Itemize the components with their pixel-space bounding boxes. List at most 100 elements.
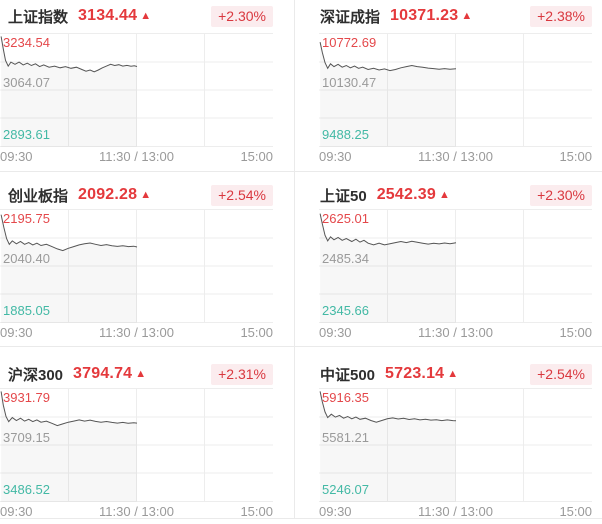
sparkline [319,213,457,323]
sparkline [0,36,138,147]
y-label-prev-close: 3064.07 [3,75,50,90]
up-triangle-icon: ▲ [461,10,473,22]
intraday-chart: 2195.75 2040.40 1885.05 [0,209,273,323]
x-tick-close: 15:00 [240,149,273,164]
card-header: 深证成指 10371.23 ▲ +2.38% [319,5,592,27]
up-triangle-icon: ▲ [140,189,152,201]
bottom-divider [0,518,602,519]
card-header: 沪深300 3794.74 ▲ +2.31% [0,363,273,385]
x-axis-ticks: 09:30 11:30 / 13:00 15:00 [319,505,592,519]
y-label-low: 3486.52 [3,482,50,497]
y-label-low: 1885.05 [3,303,50,318]
change-percent-badge: +2.38% [530,5,592,27]
x-axis-ticks: 09:30 11:30 / 13:00 15:00 [319,326,592,340]
y-label-low: 2345.66 [322,303,369,318]
y-label-high: 2195.75 [3,211,50,226]
x-axis-ticks: 09:30 11:30 / 13:00 15:00 [0,505,273,519]
x-axis-ticks: 09:30 11:30 / 13:00 15:00 [319,150,592,164]
y-label-prev-close: 5581.21 [322,430,369,445]
intraday-chart: 2625.01 2485.34 2345.66 [319,209,592,323]
change-percent-badge: +2.54% [211,184,273,206]
index-value: 2092.28 [78,186,138,203]
index-value: 3794.74 [73,365,133,382]
index-value: 2542.39 [376,186,436,203]
index-value: 3134.44 [78,7,138,24]
x-tick-open: 09:30 [0,325,33,340]
y-label-prev-close: 2040.40 [3,251,50,266]
x-tick-close: 15:00 [559,149,592,164]
y-label-low: 5246.07 [322,482,369,497]
y-label-high: 5916.35 [322,390,369,405]
x-tick-midday: 11:30 / 13:00 [99,325,174,340]
y-label-low: 2893.61 [3,127,50,142]
x-tick-open: 09:30 [0,504,33,519]
x-tick-close: 15:00 [559,325,592,340]
y-label-prev-close: 3709.15 [3,430,50,445]
grid-lines [319,33,592,147]
intraday-chart: 5916.35 5581.21 5246.07 [319,388,592,502]
change-percent-badge: +2.30% [530,184,592,206]
grid-lines [0,209,273,323]
x-tick-open: 09:30 [0,149,33,164]
change-percent-badge: +2.54% [530,363,592,385]
x-tick-close: 15:00 [240,325,273,340]
index-card-chinext[interactable]: 创业板指 2092.28 ▲ +2.54% 2195.75 2040.40 18… [0,184,273,340]
x-axis-ticks: 09:30 11:30 / 13:00 15:00 [0,326,273,340]
up-triangle-icon: ▲ [438,189,450,201]
intraday-chart: 3931.79 3709.15 3486.52 [0,388,273,502]
grid-lines [0,33,273,147]
index-name: 上证指数 [8,8,69,26]
grid-lines [0,388,273,502]
card-header: 中证500 5723.14 ▲ +2.54% [319,363,592,385]
change-percent-badge: +2.31% [211,363,273,385]
index-card-sse50[interactable]: 上证50 2542.39 ▲ +2.30% 2625.01 2485.34 23… [319,184,592,340]
sparkline [319,41,457,147]
index-name: 沪深300 [8,366,64,384]
up-triangle-icon: ▲ [447,368,459,380]
x-tick-close: 15:00 [559,504,592,519]
y-label-high: 10772.69 [322,35,377,50]
index-name: 创业板指 [8,187,69,205]
index-card-sse-composite[interactable]: 上证指数 3134.44 ▲ +2.30% 3234.54 3064.07 28… [0,5,273,164]
card-header: 上证指数 3134.44 ▲ +2.30% [0,5,273,27]
x-tick-midday: 11:30 / 13:00 [99,149,174,164]
index-card-csi500[interactable]: 中证500 5723.14 ▲ +2.54% 5916.35 5581.21 5… [319,363,592,519]
sparkline [0,214,138,323]
x-tick-midday: 11:30 / 13:00 [418,149,493,164]
sparkline [319,391,457,502]
column-divider [294,0,295,518]
up-triangle-icon: ▲ [135,368,147,380]
row-divider-2 [0,346,602,347]
x-tick-midday: 11:30 / 13:00 [99,504,174,519]
y-label-prev-close: 2485.34 [322,251,369,266]
index-value: 10371.23 [390,7,459,24]
card-header: 创业板指 2092.28 ▲ +2.54% [0,184,273,206]
index-card-csi300[interactable]: 沪深300 3794.74 ▲ +2.31% 3931.79 3709.15 3… [0,363,273,519]
up-triangle-icon: ▲ [140,10,152,22]
x-tick-midday: 11:30 / 13:00 [418,504,493,519]
grid-lines [319,209,592,323]
grid-lines [319,388,592,502]
index-name: 深证成指 [320,8,381,26]
x-tick-open: 09:30 [319,504,352,519]
y-label-prev-close: 10130.47 [322,75,377,90]
index-card-szse-component[interactable]: 深证成指 10371.23 ▲ +2.38% 10772.69 10130.47… [319,5,592,164]
sparkline [0,391,138,502]
index-value: 5723.14 [385,365,445,382]
intraday-chart: 10772.69 10130.47 9488.25 [319,33,592,147]
x-tick-open: 09:30 [319,325,352,340]
row-divider-1 [0,171,602,172]
change-percent-badge: +2.30% [211,5,273,27]
intraday-chart: 3234.54 3064.07 2893.61 [0,33,273,147]
x-tick-midday: 11:30 / 13:00 [418,325,493,340]
y-label-high: 2625.01 [322,211,369,226]
y-label-high: 3931.79 [3,390,50,405]
card-header: 上证50 2542.39 ▲ +2.30% [319,184,592,206]
x-axis-ticks: 09:30 11:30 / 13:00 15:00 [0,150,273,164]
index-name: 中证500 [320,366,376,384]
index-name: 上证50 [320,187,367,205]
y-label-low: 9488.25 [322,127,369,142]
x-tick-open: 09:30 [319,149,352,164]
x-tick-close: 15:00 [240,504,273,519]
